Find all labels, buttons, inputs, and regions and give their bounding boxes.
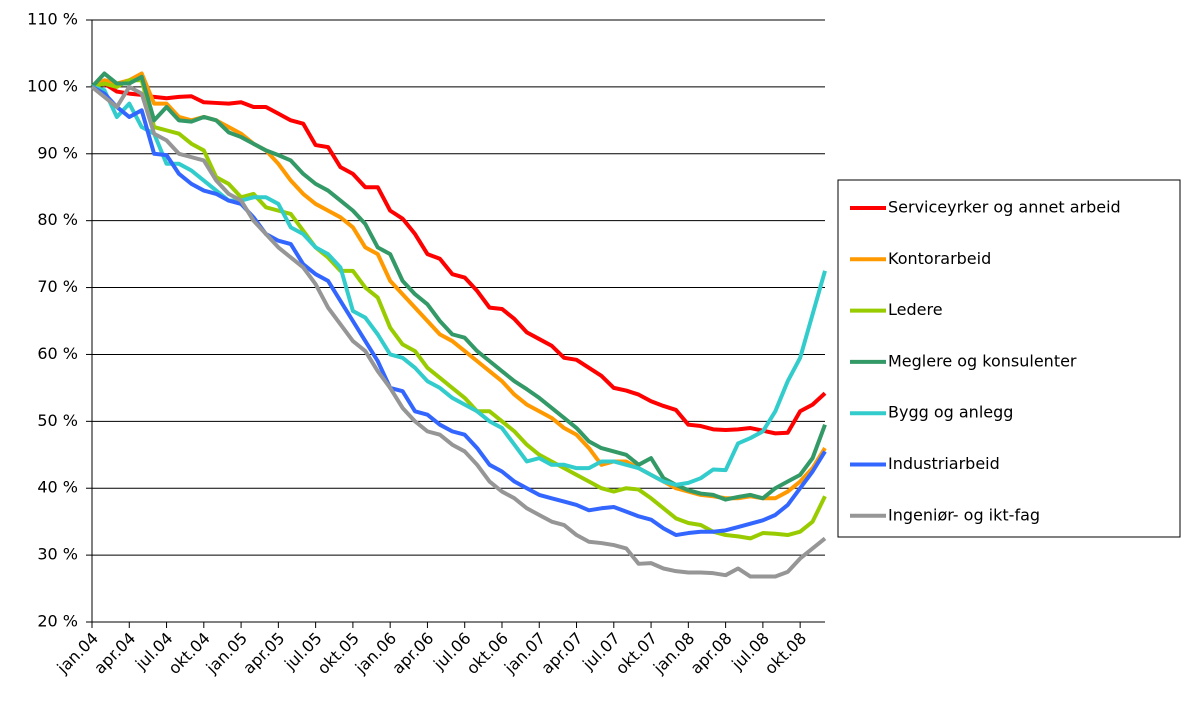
legend-label: Serviceyrker og annet arbeid [888,198,1121,217]
x-tick-label: okt.07 [612,629,661,678]
x-tick-label: apr.06 [388,629,437,678]
x-tick-label: okt.06 [463,629,512,678]
y-tick-label: 40 % [37,478,78,497]
y-tick-label: 90 % [37,143,78,162]
legend-label: Industriarbeid [888,454,1000,473]
x-tick-label: okt.04 [164,629,213,678]
x-tick-label: apr.05 [239,629,288,678]
series-line [91,81,827,436]
y-tick-label: 100 % [27,76,78,95]
series-line [90,84,827,579]
x-tick-label: okt.08 [761,629,810,678]
legend-label: Meglere og konsulenter [888,351,1077,370]
series-line [91,84,827,487]
x-tick-label: apr.07 [537,629,586,678]
x-tick-label: jan.07 [500,629,549,678]
legend-label: Kontorarbeid [888,249,991,268]
y-tick-label: 80 % [37,210,78,229]
y-tick-label: 20 % [37,612,78,631]
legend-box [837,179,1181,538]
y-tick-label: 30 % [37,545,78,564]
series-line [91,78,827,541]
x-tick-label: okt.05 [314,629,363,678]
y-tick-label: 50 % [37,411,78,430]
y-tick-label: 70 % [37,277,78,296]
series-line [91,85,827,538]
series-line [90,71,827,502]
x-tick-label: jan.04 [53,629,102,678]
legend-label: Bygg og anlegg [888,403,1013,422]
x-tick-label: jan.06 [351,629,400,678]
legend-label: Ingeniør- og ikt-fag [888,505,1040,524]
x-tick-label: apr.04 [90,629,139,678]
x-tick-label: jan.05 [202,629,251,678]
x-tick-label: apr.08 [686,629,735,678]
y-tick-label: 110 % [27,10,78,29]
x-tick-label: jan.08 [649,629,698,678]
legend-label: Ledere [888,300,943,319]
y-tick-label: 60 % [37,344,78,363]
